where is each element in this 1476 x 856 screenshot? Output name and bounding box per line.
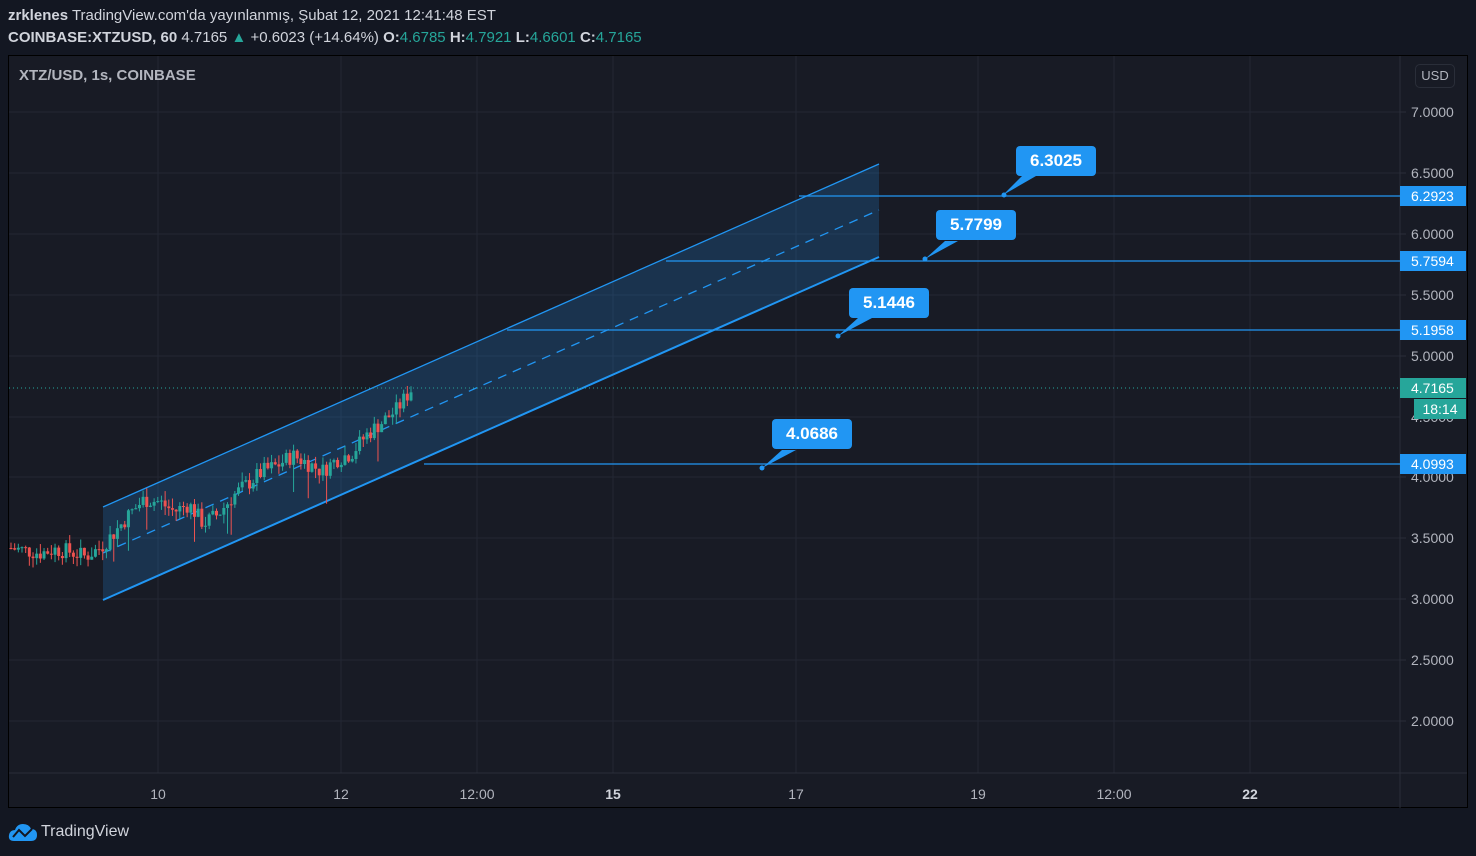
y-tick: 7.0000 [1411,104,1454,120]
x-tick: 12 [333,786,349,802]
close-value: 4.7165 [595,29,642,46]
low-value: 4.6601 [529,29,576,46]
cloud-chart-icon [8,824,37,841]
author-name[interactable]: zrklenes [8,7,69,24]
high-label: H: [449,29,466,46]
close-label: C: [579,29,596,46]
candles [9,385,413,568]
currency-button[interactable]: USD [1415,64,1455,88]
x-tick: 12:00 [459,786,495,802]
channel-lower [102,256,880,601]
chart-frame[interactable] [8,55,1468,808]
horizontal-rays [424,195,1400,465]
y-tick: 5.0000 [1411,348,1454,364]
x-tick: 12:00 [1096,786,1132,802]
price-label-line: 5.1958 [1400,320,1466,340]
y-tick: 5.5000 [1411,287,1454,303]
channel-upper [102,163,880,508]
symbol-info: COINBASE:XTZUSD, 60 4.7165 ▲ +0.6023 (+1… [8,29,642,46]
price-label-line: 4.0993 [1400,454,1466,474]
open-value: 4.6785 [399,29,446,46]
y-tick: 2.0000 [1411,713,1454,729]
y-tick: 6.0000 [1411,226,1454,242]
last-price: 4.7165 [181,29,228,46]
up-arrow-icon: ▲ [231,29,247,46]
y-tick: 2.5000 [1411,652,1454,668]
grid-lines [9,56,1400,773]
bar-countdown: 18:14 [1414,399,1466,419]
brand-name: TradingView [41,823,130,840]
x-tick: 22 [1242,786,1258,802]
publish-info: zrklenes TradingView.com'da yayınlanmış,… [8,7,496,24]
tradingview-logo[interactable]: TradingView [8,821,129,843]
symbol-name: COINBASE:XTZUSD, 60 [8,29,178,46]
open-label: O: [383,29,400,46]
x-tick: 19 [970,786,986,802]
callout-pointers [759,176,1036,471]
high-value: 4.7921 [465,29,512,46]
price-label-line: 5.7594 [1400,251,1466,271]
y-tick: 3.5000 [1411,530,1454,546]
low-label: L: [515,29,530,46]
price-change: +0.6023 (+14.64%) [250,29,379,46]
channel-median [102,209,880,554]
price-note-callout[interactable]: 5.7799 [936,210,1016,240]
price-note-callout[interactable]: 4.0686 [772,419,852,449]
price-note-callout[interactable]: 5.1446 [849,288,929,318]
y-tick: 6.5000 [1411,165,1454,181]
chart-legend: XTZ/USD, 1s, COINBASE [19,67,196,84]
price-label-last: 4.7165 [1400,378,1466,398]
y-tick: 3.0000 [1411,591,1454,607]
x-tick: 10 [150,786,166,802]
x-tick: 15 [605,786,621,802]
price-label-line: 6.2923 [1400,186,1466,206]
price-note-callout[interactable]: 6.3025 [1016,146,1096,176]
x-tick: 17 [788,786,804,802]
publish-text: TradingView.com'da yayınlanmış, Şubat 12… [71,7,496,24]
